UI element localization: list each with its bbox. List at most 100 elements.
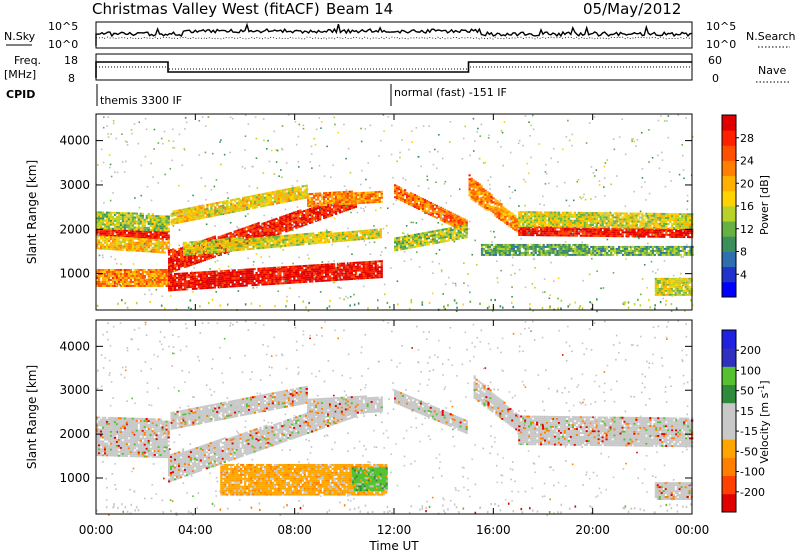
band-11-cell	[496, 208, 499, 211]
band-1-cell	[105, 237, 109, 240]
band-0-cell	[143, 230, 146, 233]
band-4-cell	[332, 263, 336, 266]
band-4-cell	[350, 278, 354, 280]
band-4-cell	[299, 269, 302, 272]
band-8-cell	[320, 202, 324, 205]
band-11-cell	[504, 209, 507, 212]
band-6-cell	[230, 203, 233, 206]
band-10-cell	[429, 238, 433, 241]
band-11-cell	[470, 193, 473, 196]
band-12-cell	[569, 230, 573, 233]
band-9-cell	[447, 214, 450, 217]
band-3-cell	[155, 282, 158, 285]
band-8-cell	[319, 192, 322, 195]
band-1-cell	[145, 244, 148, 247]
band-0-cell	[165, 234, 168, 237]
band-0-cell	[101, 234, 105, 237]
band-5-cell	[251, 234, 254, 237]
band-6-cell	[234, 200, 237, 203]
band-2-cell	[139, 216, 142, 219]
band-7-cell	[371, 237, 374, 240]
band-6-cell	[204, 216, 207, 219]
band-7-cell	[351, 234, 355, 237]
band-2-cell	[125, 214, 129, 217]
band-11-cell	[516, 220, 519, 223]
band-10-cell	[437, 235, 440, 238]
band-5-cell	[307, 210, 310, 213]
band-2-cell	[161, 221, 164, 224]
band-6-cell	[216, 209, 219, 212]
band-11-cell	[482, 198, 485, 201]
band-4-cell	[277, 278, 280, 281]
band-6-cell	[194, 218, 197, 221]
band-3-cell	[155, 284, 158, 287]
band-5-cell	[247, 225, 250, 228]
band-4-cell	[275, 270, 278, 273]
band-5-cell	[203, 259, 207, 262]
band-5-cell	[199, 256, 203, 259]
band-6-cell	[263, 204, 267, 207]
band-8-cell	[320, 196, 324, 199]
band-5-cell	[303, 214, 306, 217]
band-7-cell	[373, 228, 376, 231]
band-7-cell	[306, 240, 309, 243]
band-4-cell	[360, 267, 364, 270]
band-4-cell	[370, 266, 373, 269]
band-8-cell	[376, 193, 379, 196]
band-3-cell	[155, 274, 158, 277]
band-5-cell	[195, 255, 199, 258]
freq-tick-top: 18	[64, 54, 78, 67]
band-12-cell	[518, 231, 521, 234]
band-7-cell	[188, 247, 192, 250]
band-4-cell	[356, 269, 360, 272]
band-8-cell	[332, 201, 336, 204]
band-7-cell	[361, 237, 365, 240]
band-5-cell	[317, 219, 320, 222]
band-10-cell	[419, 234, 423, 237]
band-7-cell	[367, 229, 370, 232]
band-5-cell	[324, 210, 328, 213]
band-9-cell	[395, 187, 399, 190]
band-5-cell	[273, 218, 276, 221]
band-5-cell	[289, 214, 292, 217]
band-4-cell	[291, 267, 294, 270]
band-7-cell	[321, 237, 325, 240]
band-7-cell	[220, 242, 223, 245]
band-5-cell	[322, 217, 326, 220]
band-2-cell	[121, 226, 125, 229]
band-7-cell	[379, 236, 382, 239]
band-8-cell	[334, 199, 338, 202]
band-4-cell	[209, 274, 213, 277]
band-7-cell	[357, 230, 361, 233]
band-9-cell	[413, 202, 417, 205]
band-2-cell	[96, 225, 99, 228]
band-4-cell	[269, 281, 272, 284]
band-6-cell	[218, 207, 221, 210]
band-6-cell	[281, 195, 285, 198]
band-5-cell	[253, 225, 256, 228]
band-4-cell	[362, 261, 365, 264]
band-11-cell	[502, 218, 505, 221]
band-1-cell	[157, 243, 160, 246]
band-8-cell	[366, 193, 369, 196]
band-7-cell	[316, 236, 319, 239]
band-7-cell	[190, 251, 194, 254]
band-0-cell	[119, 231, 123, 234]
band-6-cell	[204, 212, 207, 215]
band-4-cell	[326, 277, 330, 280]
band-3-cell	[107, 274, 111, 277]
band-12-cell	[629, 231, 632, 234]
band-2-cell	[141, 212, 144, 215]
band-7-cell	[327, 234, 331, 237]
band-6-cell	[283, 200, 287, 203]
band-9-cell	[399, 189, 403, 192]
band-8-cell	[362, 191, 365, 194]
band-12-cell	[565, 232, 569, 235]
band-12-cell	[651, 233, 654, 236]
band-7-cell	[204, 251, 208, 254]
band-4-cell	[346, 264, 350, 267]
band-4-cell	[251, 282, 254, 285]
nsky-strip-frame	[95, 21, 693, 49]
band-9-cell	[443, 208, 446, 211]
band-10-cell	[399, 246, 403, 249]
